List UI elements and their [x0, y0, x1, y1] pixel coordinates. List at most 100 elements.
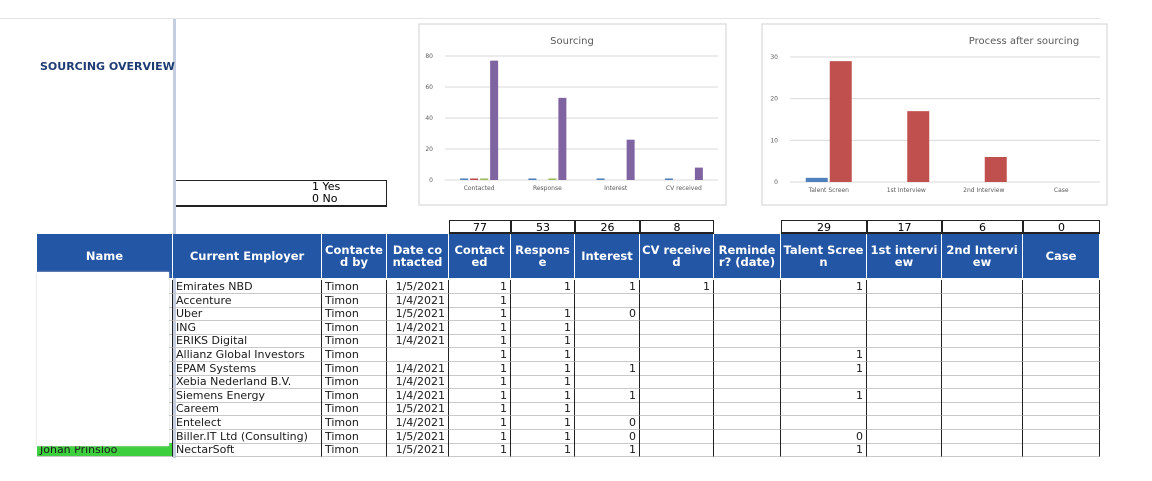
data-cell: Timon [322, 280, 387, 294]
bar [490, 60, 499, 180]
column-header: 1st interview [867, 234, 942, 278]
data-cell [1023, 320, 1100, 335]
data-cell [575, 334, 640, 349]
total-cell: 8 [640, 220, 714, 234]
column-header: Contacted by [322, 234, 387, 278]
data-cell [714, 375, 781, 390]
data-cell [640, 334, 714, 349]
bar [460, 178, 469, 180]
column-header: Response [511, 234, 575, 278]
data-cell: 1 [511, 348, 575, 362]
bar [907, 111, 930, 182]
data-cell: 1/4/2021 [387, 416, 449, 430]
data-cell: 1 [781, 443, 867, 458]
data-cell [714, 280, 781, 294]
data-cell [1023, 443, 1100, 458]
charts: Sourcing 0 20 40 60 80 Contacted Response Intere… [418, 23, 1108, 206]
data-cell: 0 [575, 416, 640, 430]
data-cell: 1 [449, 416, 511, 430]
y-tick-label: 0 [774, 179, 778, 186]
name-mask [37, 272, 169, 446]
data-cell: 1 [449, 402, 511, 417]
key-no: 0 No [312, 192, 338, 205]
data-cell: Timon [322, 307, 387, 322]
top-border [0, 18, 1100, 19]
data-cell: 0 [575, 429, 640, 444]
data-cell: 1/5/2021 [387, 280, 449, 294]
data-cell [714, 416, 781, 430]
bar [480, 178, 489, 180]
data-cell [1023, 416, 1100, 430]
y-tick-label: 40 [425, 115, 433, 122]
data-cell [714, 402, 781, 417]
x-tick-label: CV received [666, 185, 702, 192]
data-cell [942, 402, 1023, 417]
total-cell: 17 [867, 220, 942, 234]
column-header: Reminder? (date) [714, 234, 781, 278]
data-cell: 1/5/2021 [387, 429, 449, 444]
data-cell: 1/4/2021 [387, 375, 449, 390]
x-tick-label: Interest [604, 185, 628, 192]
data-cell [387, 348, 449, 362]
data-cell: Timon [322, 334, 387, 349]
y-tick-label: 30 [770, 54, 778, 61]
y-tick-label: 20 [770, 96, 778, 103]
data-cell [714, 348, 781, 362]
data-cell [575, 293, 640, 308]
column-header: Contacted [449, 234, 511, 278]
data-cell: 1 [781, 388, 867, 403]
data-cell: 0 [575, 307, 640, 322]
data-cell: 1 [511, 334, 575, 349]
chart-frame [761, 23, 1108, 206]
data-cell [575, 348, 640, 362]
column-header: Name [37, 234, 173, 278]
chart-frame [418, 23, 727, 206]
bar [984, 157, 1007, 182]
data-cell [1023, 280, 1100, 294]
data-cell [942, 320, 1023, 335]
data-cell: 1 [575, 280, 640, 294]
data-cell: 1/4/2021 [387, 320, 449, 335]
data-cell: 1 [640, 280, 714, 294]
data-cell [640, 320, 714, 335]
data-cell [1023, 293, 1100, 308]
data-cell [714, 388, 781, 403]
data-cell [640, 307, 714, 322]
data-cell: 1/5/2021 [387, 402, 449, 417]
data-cell: 1 [449, 293, 511, 308]
key-box: 1 Yes 0 No [176, 180, 387, 207]
data-cell: 1 [511, 361, 575, 376]
data-cell [781, 320, 867, 335]
bar [596, 178, 605, 180]
column-header: Case [1023, 234, 1100, 278]
data-cell [1023, 388, 1100, 403]
data-cell [640, 361, 714, 376]
total-cell: 26 [575, 220, 640, 234]
y-tick-label: 80 [425, 53, 433, 60]
data-cell [942, 307, 1023, 322]
data-cell: 1 [449, 388, 511, 403]
data-cell [942, 443, 1023, 458]
data-cell: 1 [511, 388, 575, 403]
column-header: Interest [575, 234, 640, 278]
data-cell [942, 293, 1023, 308]
key-yes: 1 Yes [312, 180, 341, 193]
data-cell [714, 320, 781, 335]
data-cell [1023, 334, 1100, 349]
data-cell: Careem [173, 402, 322, 417]
data-cell: Siemens Energy [173, 388, 322, 403]
data-cell: ING [173, 320, 322, 335]
data-cell: 1 [511, 280, 575, 294]
x-tick-label: Contacted [464, 185, 495, 192]
data-cell [867, 416, 942, 430]
data-cell [781, 334, 867, 349]
data-cell: 1 [575, 443, 640, 458]
bar [528, 178, 537, 180]
data-cell [1023, 361, 1100, 376]
total-cell: 6 [942, 220, 1023, 234]
data-cell: Timon [322, 388, 387, 403]
x-tick-label: Response [533, 185, 562, 192]
data-cell [867, 320, 942, 335]
y-tick-label: 60 [425, 84, 433, 91]
data-cell: 1 [511, 307, 575, 322]
